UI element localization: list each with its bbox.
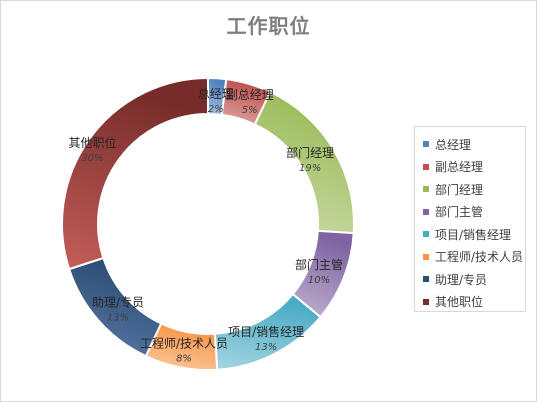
slice-label-6: 助理/专员: [92, 295, 144, 310]
legend-item: 部门主管: [423, 201, 525, 224]
slice-value-label-3: 10%: [308, 275, 330, 286]
slice-value-label-7: 30%: [81, 153, 103, 164]
legend-swatch: [423, 208, 429, 215]
slice-value-label-6: 13%: [107, 313, 129, 324]
slice-label-2: 部门经理: [286, 145, 334, 160]
legend-label: 其他职位: [435, 295, 484, 310]
legend-label: 工程师/技术人员: [435, 250, 524, 265]
legend-swatch: [423, 231, 429, 238]
slice-value-label-2: 19%: [299, 163, 321, 174]
slice-label-4: 项目/销售经理: [228, 324, 304, 339]
legend-item: 其他职位: [423, 291, 525, 314]
slice-value-label-5: 8%: [176, 354, 192, 365]
slice-label-0: 总经理: [198, 87, 234, 101]
legend-swatch: [423, 186, 429, 193]
slice-value-label-1: 5%: [242, 105, 258, 116]
slice-value-label-4: 13%: [255, 342, 277, 353]
legend-item: 助理/专员: [423, 268, 525, 291]
legend-item: 副总经理: [423, 156, 525, 179]
slice-value-label-0: 2%: [208, 104, 224, 115]
legend-label: 部门主管: [435, 205, 484, 220]
legend-item: 项目/销售经理: [423, 223, 525, 246]
chart-title: 工作职位: [226, 14, 311, 38]
legend-swatch: [423, 298, 429, 305]
donut-slice-7[interactable]: [61, 76, 209, 271]
legend-item: 部门经理: [423, 178, 525, 201]
slice-label-3: 部门主管: [295, 257, 343, 272]
legend-item: 工程师/技术人员: [423, 246, 525, 269]
legend-swatch: [423, 253, 429, 260]
slice-label-5: 工程师/技术人员: [140, 336, 228, 351]
legend-swatch: [423, 163, 429, 170]
legend-item: 总经理: [423, 133, 525, 156]
slice-label-1: 副总经理: [226, 88, 274, 102]
chart-legend: 总经理副总经理部门经理部门主管项目/销售经理 工程师/技术人员 助理/专员其他职位: [414, 126, 526, 312]
legend-swatch: [423, 141, 429, 148]
legend-label: 部门经理: [435, 182, 484, 197]
legend-swatch: [423, 276, 429, 283]
legend-label: 项目/销售经理: [435, 227, 512, 242]
legend-label: 助理/专员: [435, 272, 488, 287]
slice-label-7: 其他职位: [68, 135, 116, 150]
legend-label: 总经理: [435, 137, 472, 152]
legend-label: 副总经理: [435, 160, 484, 175]
